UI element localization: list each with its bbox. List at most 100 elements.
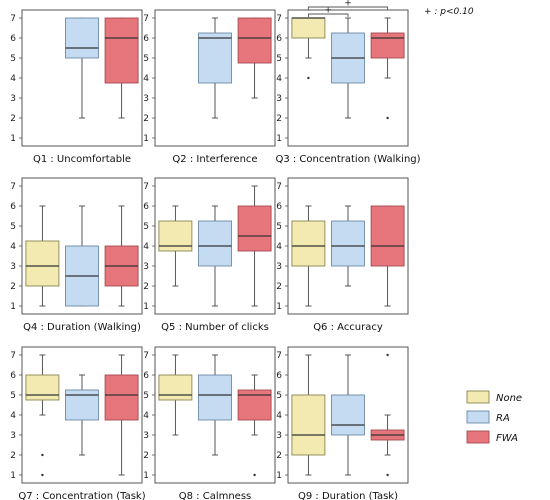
y-tick-label: 1: [143, 471, 149, 481]
box-ra: [198, 220, 232, 267]
y-tick-label: 1: [10, 471, 16, 481]
legend-swatch-ra: [466, 410, 490, 424]
y-tick-label: 7: [143, 14, 149, 24]
box-ra: [331, 394, 365, 436]
box-none: [25, 240, 60, 287]
y-tick-label: 4: [276, 411, 282, 421]
y-tick-label: 4: [10, 74, 16, 84]
box-none: [291, 17, 326, 39]
box-ra: [198, 374, 232, 421]
y-tick-label: 6: [143, 202, 149, 212]
outlier-point: [253, 473, 256, 477]
y-tick-label: 1: [143, 134, 149, 144]
y-tick-label: 6: [143, 34, 149, 44]
panel-title: Q7 : Concentration (Task): [18, 491, 145, 500]
panel-title: Q3 : Concentration (Walking): [275, 154, 420, 165]
outlier-point: [386, 353, 389, 357]
y-tick-label: 7: [276, 351, 282, 361]
y-tick-label: 4: [276, 242, 282, 252]
y-tick-label: 3: [10, 431, 16, 441]
panel-title: Q8 : Calmness: [179, 491, 252, 500]
box-fwa: [104, 374, 139, 421]
y-tick-label: 6: [10, 202, 16, 212]
y-tick-label: 4: [143, 242, 149, 252]
y-tick-label: 2: [276, 282, 282, 292]
y-tick-label: 7: [10, 14, 16, 24]
significance-bracket: [307, 6, 389, 10]
legend-label: FWA: [496, 433, 518, 444]
y-tick-label: 4: [143, 74, 149, 84]
y-tick-label: 7: [276, 14, 282, 24]
y-tick-label: 2: [10, 114, 16, 124]
significance-bracket: [307, 13, 349, 17]
significance-label: +: [324, 6, 332, 16]
y-tick-label: 3: [10, 262, 16, 272]
y-tick-label: 5: [143, 222, 149, 232]
y-tick-label: 4: [276, 74, 282, 84]
panel-title: Q5 : Number of clicks: [161, 322, 269, 333]
y-tick-label: 7: [143, 182, 149, 192]
y-tick-label: 3: [276, 262, 282, 272]
outlier-point: [307, 76, 310, 80]
panel-3: 1 2 3 4 5 6 7 + + Q3 : Concentration (Walking): [275, 0, 420, 165]
box-none: [291, 394, 326, 456]
y-tick-label: 3: [143, 94, 149, 104]
y-tick-label: 5: [10, 222, 16, 232]
y-tick-label: 5: [10, 391, 16, 401]
box-fwa: [370, 32, 405, 59]
y-tick-label: 5: [276, 391, 282, 401]
box-fwa: [237, 205, 272, 252]
y-tick-label: 3: [276, 431, 282, 441]
panel-title: Q9 : Duration (Task): [298, 491, 398, 500]
legend-swatch-fwa: [466, 430, 490, 444]
y-tick-label: 1: [143, 302, 149, 312]
y-tick-label: 2: [10, 451, 16, 461]
y-tick-label: 4: [10, 411, 16, 421]
y-tick-label: 6: [276, 202, 282, 212]
y-tick-label: 7: [10, 351, 16, 361]
panel-1: 1 2 3 4 5 6 7 Q1 : Uncomfortable: [10, 9, 143, 165]
y-tick-label: 5: [143, 54, 149, 64]
significance-note: + : p<0.10: [424, 7, 474, 17]
y-tick-label: 2: [143, 282, 149, 292]
legend-label: RA: [496, 413, 510, 424]
panel-title: Q2 : Interference: [172, 154, 257, 165]
y-tick-label: 2: [276, 451, 282, 461]
y-tick-label: 4: [10, 242, 16, 252]
y-tick-label: 7: [10, 182, 16, 192]
box-fwa: [237, 17, 272, 64]
box-none: [158, 374, 193, 401]
box-none: [291, 220, 326, 267]
y-tick-label: 6: [276, 371, 282, 381]
y-tick-label: 3: [10, 94, 16, 104]
panel-5: 1 2 3 4 5 6 7 Q5 : Number of clicks: [143, 177, 276, 333]
panel-6: 1 2 3 4 5 6 7 Q6 : Accuracy: [276, 177, 409, 333]
y-tick-label: 6: [10, 34, 16, 44]
panel-title: Q6 : Accuracy: [313, 322, 383, 333]
box-ra: [65, 17, 99, 59]
y-tick-label: 2: [276, 114, 282, 124]
legend: None RA FWA: [466, 390, 522, 444]
y-tick-label: 5: [276, 54, 282, 64]
panel-4: 1 2 3 4 5 6 7 Q4 : Duration (Walking): [10, 177, 143, 333]
panel-2: 1 2 3 4 5 6 7 Q2 : Interference: [143, 9, 276, 165]
panel-8: 1 2 3 4 5 6 7 Q8 : Calmness: [143, 346, 276, 500]
y-tick-label: 4: [143, 411, 149, 421]
y-tick-label: 2: [143, 114, 149, 124]
box-ra: [198, 32, 232, 84]
y-tick-label: 3: [143, 262, 149, 272]
y-tick-label: 7: [143, 351, 149, 361]
y-tick-label: 6: [143, 371, 149, 381]
outlier-point: [386, 473, 389, 477]
box-fwa: [370, 205, 405, 267]
panel-9: 1 2 3 4 5 6 7 Q9 : Duration (Task): [276, 346, 409, 500]
outlier-point: [41, 473, 44, 477]
y-tick-label: 5: [143, 391, 149, 401]
panel-7: 1 2 3 4 5 6 7 Q7 : Concentration (Task): [10, 346, 146, 500]
legend-label: None: [496, 393, 522, 404]
y-tick-label: 6: [10, 371, 16, 381]
y-tick-label: 6: [276, 34, 282, 44]
box-none: [25, 374, 60, 401]
y-tick-label: 1: [276, 471, 282, 481]
